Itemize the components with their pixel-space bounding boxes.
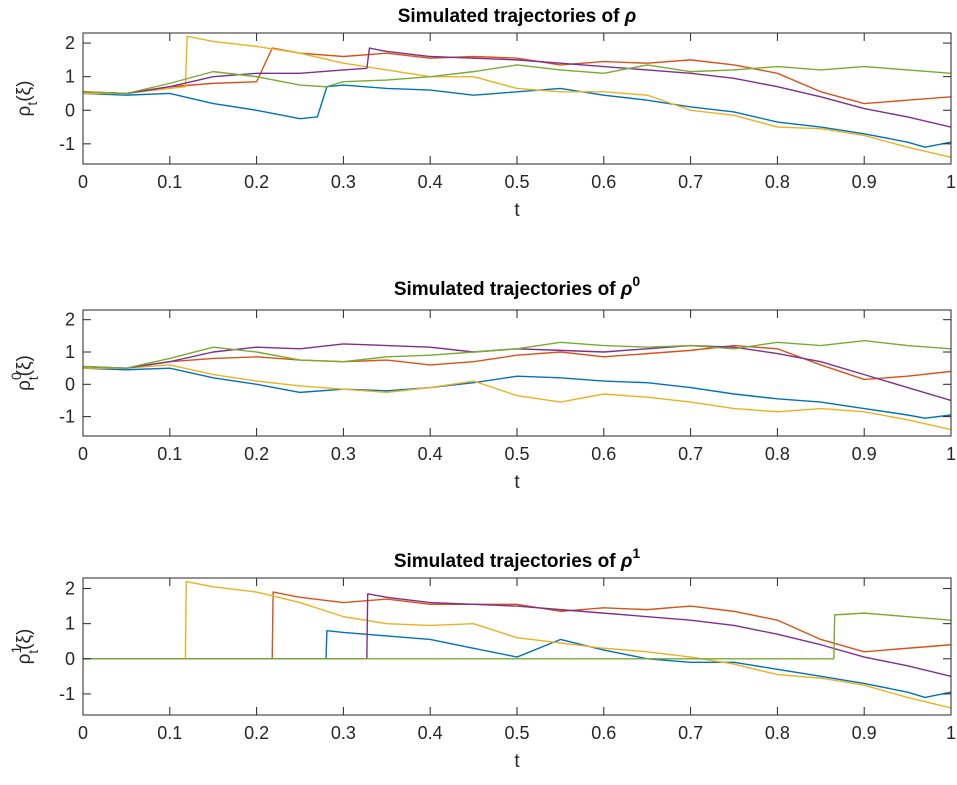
title-text-part: Simulated trajectories of bbox=[394, 551, 621, 572]
chart-panel-1: 0 0.1 0.2 0.3 0.4 0.5 0.6 0.7 0.8 0.9 1-1012tρt(ξ)… bbox=[14, 6, 956, 221]
series-line-5 bbox=[83, 339, 951, 369]
y-tick-label: 0 bbox=[65, 649, 75, 669]
x-tick-label: 0.8 bbox=[765, 172, 790, 192]
x-tick-label: 0.6 bbox=[591, 444, 616, 464]
x-tick-label: 0.9 bbox=[852, 444, 877, 464]
x-tick-label: 0.3 bbox=[331, 172, 356, 192]
y-tick-label: -1 bbox=[59, 134, 75, 154]
x-tick-label: 0.2 bbox=[244, 723, 269, 743]
x-tick-label: 0.5 bbox=[504, 444, 529, 464]
y-label-subscript: t bbox=[25, 376, 41, 380]
series-line-5 bbox=[83, 612, 951, 660]
plot-area bbox=[83, 310, 951, 436]
series-line-3 bbox=[83, 580, 951, 709]
series-line-3 bbox=[83, 364, 951, 431]
y-axis-label: ρt(ξ) bbox=[14, 81, 40, 117]
x-tick-label: 1 bbox=[946, 444, 956, 464]
series-line-1 bbox=[83, 84, 951, 148]
chart-panel-2: 0 0.1 0.2 0.3 0.4 0.5 0.6 0.7 0.8 0.9 1-1012tρ0t(ξ… bbox=[8, 273, 956, 493]
series-line-1 bbox=[83, 367, 951, 419]
x-tick-label: 0.7 bbox=[678, 444, 703, 464]
y-label-argument: (ξ) bbox=[14, 629, 35, 650]
title-superscript: 0 bbox=[632, 273, 640, 289]
x-tick-label: 0.8 bbox=[765, 723, 790, 743]
series-line-5 bbox=[83, 64, 951, 95]
chart-title: Simulated trajectories of ρ0 bbox=[394, 273, 641, 300]
title-symbol: ρ bbox=[620, 279, 633, 300]
x-tick-label: 0.8 bbox=[765, 444, 790, 464]
plot-area bbox=[83, 33, 951, 164]
x-tick-label: 0.4 bbox=[418, 172, 443, 192]
title-superscript: 1 bbox=[632, 545, 640, 561]
x-tick-label: 1 bbox=[946, 723, 956, 743]
y-label-symbol: ρ bbox=[14, 380, 35, 391]
chart-title: Simulated trajectories of ρ1 bbox=[394, 545, 641, 572]
y-label-argument: (ξ) bbox=[14, 81, 35, 102]
series-line-2 bbox=[83, 47, 951, 105]
x-tick-label: 0.9 bbox=[852, 172, 877, 192]
y-tick-label: 2 bbox=[65, 310, 75, 330]
y-tick-label: 1 bbox=[65, 614, 75, 634]
x-tick-label: 1 bbox=[946, 172, 956, 192]
x-tick-label: 0.3 bbox=[331, 444, 356, 464]
x-tick-label: 0.2 bbox=[244, 444, 269, 464]
x-tick-label: 0.6 bbox=[591, 723, 616, 743]
x-tick-label: 0 bbox=[78, 723, 88, 743]
x-axis-label: t bbox=[514, 200, 520, 221]
title-text-part: Simulated trajectories of bbox=[398, 6, 625, 27]
x-tick-label: 0.4 bbox=[418, 444, 443, 464]
x-tick-label: 0.7 bbox=[678, 723, 703, 743]
x-tick-label: 0.5 bbox=[504, 723, 529, 743]
title-symbol: ρ bbox=[620, 551, 633, 572]
series-group bbox=[83, 35, 951, 158]
x-tick-label: 0.7 bbox=[678, 172, 703, 192]
y-tick-label: 0 bbox=[65, 374, 75, 394]
y-tick-label: 2 bbox=[65, 579, 75, 599]
x-tick-label: 0.1 bbox=[157, 172, 182, 192]
y-label-subscript: t bbox=[25, 650, 41, 654]
y-label-argument: (ξ) bbox=[14, 355, 35, 376]
title-text-part: Simulated trajectories of bbox=[394, 279, 621, 300]
x-tick-label: 0.2 bbox=[244, 172, 269, 192]
x-tick-label: 0 bbox=[78, 444, 88, 464]
x-tick-label: 0 bbox=[78, 172, 88, 192]
y-label-symbol: ρ bbox=[14, 653, 35, 664]
plot-area bbox=[83, 578, 951, 715]
y-label-superscript: 0 bbox=[8, 372, 24, 380]
y-label-symbol: ρ bbox=[14, 105, 35, 116]
y-tick-label: 1 bbox=[65, 67, 75, 87]
x-axis-label: t bbox=[514, 472, 520, 493]
chart-title: Simulated trajectories of ρ bbox=[398, 6, 637, 27]
x-tick-label: 0.4 bbox=[418, 723, 443, 743]
y-tick-label: -1 bbox=[59, 407, 75, 427]
x-axis-label: t bbox=[514, 751, 520, 772]
y-axis-label: ρ1t(ξ) bbox=[8, 629, 41, 665]
x-tick-label: 0.3 bbox=[331, 723, 356, 743]
series-line-4 bbox=[83, 593, 951, 678]
series-line-3 bbox=[83, 35, 951, 158]
x-tick-label: 0.1 bbox=[157, 723, 182, 743]
y-tick-label: -1 bbox=[59, 684, 75, 704]
y-tick-label: 2 bbox=[65, 33, 75, 53]
title-symbol: ρ bbox=[624, 6, 637, 27]
y-axis-label: ρ0t(ξ) bbox=[8, 355, 41, 391]
chart-panel-3: 0 0.1 0.2 0.3 0.4 0.5 0.6 0.7 0.8 0.9 1-1012tρ1t(ξ… bbox=[8, 545, 956, 772]
x-tick-label: 0.6 bbox=[591, 172, 616, 192]
x-tick-label: 0.1 bbox=[157, 444, 182, 464]
series-group bbox=[83, 580, 951, 709]
series-line-1 bbox=[83, 629, 951, 699]
series-group bbox=[83, 339, 951, 431]
y-label-superscript: 1 bbox=[8, 646, 24, 654]
y-tick-label: 1 bbox=[65, 342, 75, 362]
series-line-2 bbox=[83, 591, 951, 660]
y-tick-label: 0 bbox=[65, 100, 75, 120]
x-tick-label: 0.5 bbox=[504, 172, 529, 192]
y-label-subscript: t bbox=[24, 102, 40, 106]
x-tick-label: 0.9 bbox=[852, 723, 877, 743]
